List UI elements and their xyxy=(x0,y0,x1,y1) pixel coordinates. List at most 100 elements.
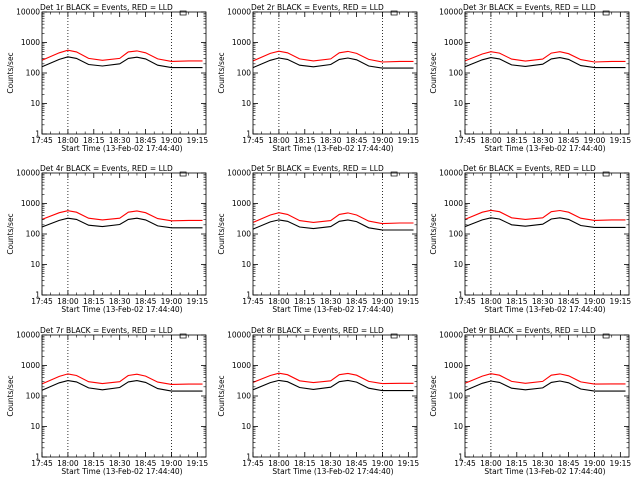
y-tick-label: 10000 xyxy=(227,331,251,340)
x-tick-label: 19:00 xyxy=(161,459,183,468)
x-tick-label: 18:45 xyxy=(558,297,580,306)
panel-title: Det 1r BLACK = Events, RED = LLD xyxy=(40,3,173,12)
x-tick-label: 18:15 xyxy=(294,459,316,468)
x-tick-label: 18:00 xyxy=(57,297,79,306)
x-tick-label: 18:45 xyxy=(135,459,157,468)
x-tick-label: 18:00 xyxy=(268,136,290,145)
y-tick-label: 1000 xyxy=(444,199,463,208)
x-tick-label: 18:30 xyxy=(320,297,342,306)
panel-1: Det 1r BLACK = Events, RED = LLD 1 10 100 10… xyxy=(6,3,208,153)
y-axis-label: Counts/sec xyxy=(6,52,15,93)
panel-5: Det 5r BLACK = Events, RED = LLD 1 10 100 10… xyxy=(217,164,419,314)
x-tick-label: 18:30 xyxy=(532,297,554,306)
y-tick-label: 100 xyxy=(26,392,41,401)
events-series-line xyxy=(41,217,203,229)
x-tick-label: 17:45 xyxy=(242,297,264,306)
x-tick-label: 18:15 xyxy=(83,297,105,306)
panel-title: Det 5r BLACK = Events, RED = LLD xyxy=(251,164,384,173)
y-tick-label: 10000 xyxy=(439,8,463,17)
y-tick-label: 10 xyxy=(30,260,40,269)
y-tick-label: 1 xyxy=(246,130,251,139)
events-series-line xyxy=(464,217,626,228)
lld-series-line xyxy=(252,372,414,385)
x-tick-label: 18:30 xyxy=(532,136,554,145)
y-tick-label: 1 xyxy=(35,453,40,462)
x-axis-label: Start Time (13-Feb-02 17:44:40) xyxy=(61,144,182,153)
plot-frame xyxy=(252,334,418,458)
events-series-line xyxy=(252,57,414,69)
x-tick-label: 18:30 xyxy=(109,297,131,306)
y-tick-label: 10 xyxy=(241,260,251,269)
panel-6: Det 6r BLACK = Events, RED = LLD 1 10 100 10… xyxy=(429,164,631,314)
y-tick-label: 1000 xyxy=(21,38,40,47)
y-axis-label: Counts/sec xyxy=(217,52,226,93)
plot-frame xyxy=(464,334,630,458)
x-tick-label: 17:45 xyxy=(454,136,476,145)
x-tick-label: 19:15 xyxy=(610,297,632,306)
y-tick-label: 1000 xyxy=(21,199,40,208)
x-tick-label: 19:15 xyxy=(610,459,632,468)
panel-title: Det 4r BLACK = Events, RED = LLD xyxy=(40,164,173,173)
panel-9: Det 9r BLACK = Events, RED = LLD 1 10 100 10… xyxy=(429,326,631,476)
x-tick-label: 18:45 xyxy=(135,297,157,306)
y-tick-label: 10000 xyxy=(227,169,251,178)
x-tick-label: 18:00 xyxy=(480,136,502,145)
lld-series-line xyxy=(464,51,626,63)
x-tick-label: 18:45 xyxy=(346,297,368,306)
x-tick-label: 19:15 xyxy=(398,297,420,306)
x-tick-label: 19:15 xyxy=(187,297,209,306)
plot-frame xyxy=(252,172,418,296)
plot-frame xyxy=(41,172,207,296)
events-series-line xyxy=(252,219,414,231)
x-tick-label: 18:30 xyxy=(109,136,131,145)
events-series-line xyxy=(41,56,203,69)
y-tick-label: 100 xyxy=(449,69,464,78)
x-tick-label: 18:15 xyxy=(506,459,528,468)
panel-title: Det 2r BLACK = Events, RED = LLD xyxy=(251,3,384,12)
x-tick-label: 18:15 xyxy=(83,459,105,468)
y-axis-label: Counts/sec xyxy=(429,213,438,254)
y-tick-label: 1 xyxy=(246,453,251,462)
y-tick-label: 1 xyxy=(458,130,463,139)
lld-series-line xyxy=(41,373,203,385)
y-tick-label: 1000 xyxy=(21,361,40,370)
y-tick-label: 10 xyxy=(453,99,463,108)
x-tick-label: 19:15 xyxy=(398,459,420,468)
x-tick-label: 18:00 xyxy=(268,297,290,306)
events-series-line xyxy=(464,57,626,69)
x-tick-label: 18:45 xyxy=(346,459,368,468)
x-tick-label: 17:45 xyxy=(454,297,476,306)
x-tick-label: 19:00 xyxy=(584,136,606,145)
x-tick-label: 19:00 xyxy=(372,459,394,468)
y-tick-label: 1000 xyxy=(232,361,251,370)
events-series-line xyxy=(252,379,414,392)
x-axis-label: Start Time (13-Feb-02 17:44:40) xyxy=(61,467,182,476)
events-series-line xyxy=(464,380,626,392)
y-tick-label: 100 xyxy=(449,230,464,239)
y-tick-label: 100 xyxy=(237,392,252,401)
lld-series-line xyxy=(464,373,626,385)
panel-3: Det 3r BLACK = Events, RED = LLD 1 10 100 10… xyxy=(429,3,631,153)
y-tick-label: 100 xyxy=(26,230,41,239)
x-tick-label: 17:45 xyxy=(454,459,476,468)
y-tick-label: 10000 xyxy=(439,169,463,178)
x-tick-label: 19:00 xyxy=(584,297,606,306)
y-tick-label: 1000 xyxy=(232,199,251,208)
x-tick-label: 18:45 xyxy=(558,459,580,468)
panel-8: Det 8r BLACK = Events, RED = LLD 1 10 100 10… xyxy=(217,326,419,476)
x-tick-label: 18:00 xyxy=(480,297,502,306)
x-axis-label: Start Time (13-Feb-02 17:44:40) xyxy=(272,144,393,153)
y-tick-label: 10 xyxy=(453,260,463,269)
x-axis-label: Start Time (13-Feb-02 17:44:40) xyxy=(272,305,393,314)
x-tick-label: 18:30 xyxy=(320,459,342,468)
x-tick-label: 17:45 xyxy=(242,459,264,468)
lld-series-line xyxy=(41,210,203,222)
x-tick-label: 18:30 xyxy=(109,459,131,468)
y-tick-label: 10000 xyxy=(16,331,40,340)
y-tick-label: 1000 xyxy=(444,38,463,47)
x-tick-label: 18:00 xyxy=(480,459,502,468)
x-axis-label: Start Time (13-Feb-02 17:44:40) xyxy=(484,467,605,476)
x-tick-label: 18:15 xyxy=(83,136,105,145)
x-tick-label: 18:45 xyxy=(346,136,368,145)
x-tick-label: 19:00 xyxy=(372,297,394,306)
